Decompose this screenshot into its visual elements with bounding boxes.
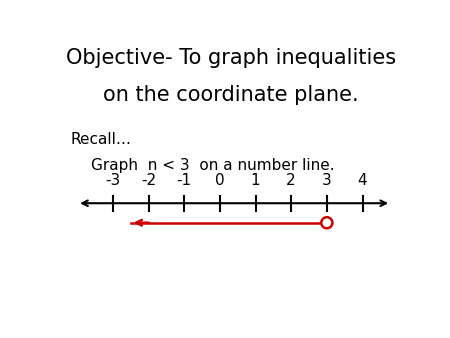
Text: on the coordinate plane.: on the coordinate plane.: [103, 85, 359, 105]
Text: 0: 0: [215, 173, 225, 188]
Text: Objective- To graph inequalities: Objective- To graph inequalities: [66, 48, 396, 68]
Ellipse shape: [321, 217, 333, 228]
Text: -2: -2: [141, 173, 156, 188]
Text: Graph  n < 3  on a number line.: Graph n < 3 on a number line.: [91, 158, 335, 173]
Text: 2: 2: [286, 173, 296, 188]
Text: Recall…: Recall…: [70, 132, 131, 147]
Text: -1: -1: [176, 173, 192, 188]
Text: 3: 3: [322, 173, 332, 188]
Text: 1: 1: [251, 173, 261, 188]
Text: -3: -3: [105, 173, 121, 188]
Text: 4: 4: [358, 173, 367, 188]
